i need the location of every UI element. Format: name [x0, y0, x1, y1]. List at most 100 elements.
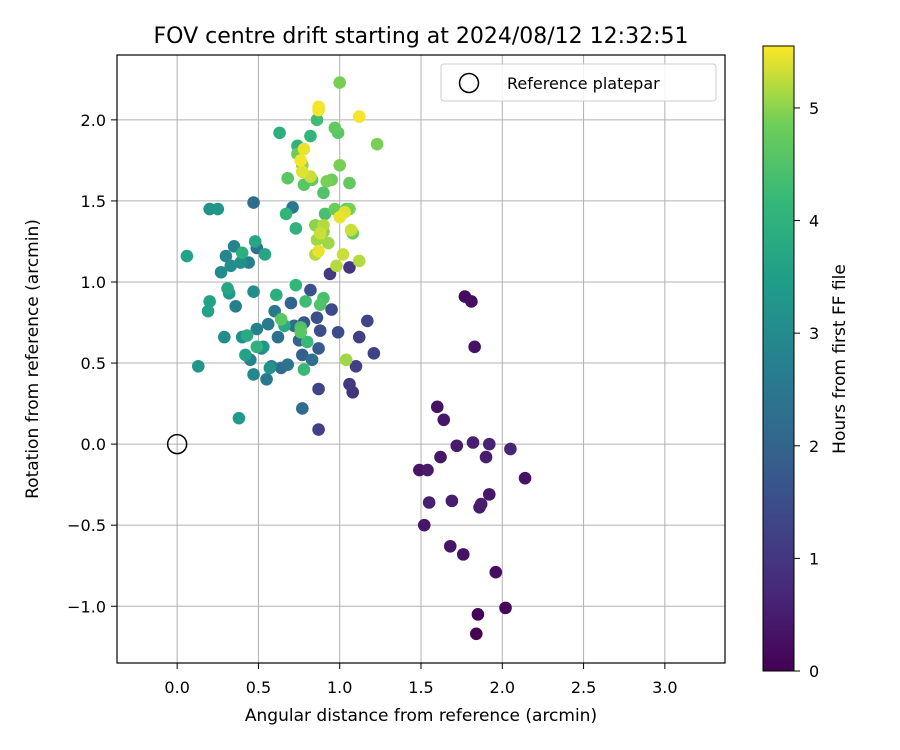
legend: Reference platepar [440, 63, 717, 102]
data-point [343, 176, 356, 190]
reference-platepar-marker [166, 433, 188, 455]
data-point [313, 227, 327, 240]
data-point [479, 450, 493, 464]
data-point [456, 548, 470, 561]
data-point [352, 330, 366, 344]
colorbar-ticks: 0 1 2 3 4 5 [794, 99, 819, 681]
data-point [343, 261, 356, 274]
data-point [443, 539, 457, 553]
data-point [325, 303, 338, 316]
data-point [336, 248, 350, 261]
data-point [312, 423, 325, 436]
colorbar-tick-label: 0 [809, 662, 819, 681]
data-point [504, 442, 517, 456]
data-point [499, 601, 512, 615]
data-point [518, 471, 532, 485]
data-point [445, 494, 459, 508]
y-tick-label: 2.0 [81, 111, 106, 130]
data-point [273, 126, 286, 140]
legend-label-reference-platepar: Reference platepar [507, 74, 660, 93]
data-point [333, 76, 347, 89]
legend-reference-marker [458, 72, 480, 94]
data-point [422, 496, 436, 509]
data-point [466, 436, 480, 449]
data-point [417, 518, 431, 532]
data-point [333, 158, 347, 172]
data-point [361, 314, 374, 328]
y-tick-label: 1.0 [81, 273, 106, 292]
colorbar-tick-label: 2 [809, 437, 819, 456]
data-point [261, 317, 275, 331]
data-point [271, 330, 285, 344]
legend-box [440, 63, 717, 102]
data-point [349, 359, 363, 373]
y-tick-label: 0.0 [81, 435, 106, 454]
x-tick-label: 2.0 [490, 678, 515, 697]
data-point [289, 222, 303, 235]
data-point [482, 488, 496, 501]
data-point [250, 322, 264, 336]
x-axis-ticks: 0.0 0.5 1.0 1.5 2.0 2.5 3.0 [164, 663, 678, 697]
data-point [344, 223, 358, 237]
colorbar: 0 1 2 3 4 5 Hours from first FF file [762, 45, 850, 681]
colorbar-tick-label: 4 [809, 212, 819, 231]
data-point [180, 249, 194, 263]
data-point [294, 325, 308, 339]
data-point [313, 298, 327, 311]
data-point [339, 353, 353, 367]
data-point [296, 165, 309, 179]
data-point [263, 361, 277, 375]
data-point [471, 608, 485, 621]
y-axis-label: Rotation from reference (arcmin) [23, 219, 43, 499]
data-point [489, 565, 503, 579]
data-point [247, 368, 260, 381]
data-point [289, 278, 303, 292]
data-point [421, 463, 434, 477]
data-point [260, 372, 273, 386]
data-point [312, 342, 325, 355]
data-point [318, 207, 332, 221]
data-point [320, 175, 334, 188]
data-point [434, 450, 447, 464]
data-point [322, 236, 335, 250]
data-point [191, 359, 205, 373]
data-point [299, 295, 312, 308]
data-point [279, 207, 293, 221]
data-point [304, 283, 317, 297]
data-point [317, 186, 330, 200]
data-point [284, 296, 298, 310]
data-point [297, 142, 311, 156]
data-point [310, 113, 324, 127]
data-point [250, 340, 264, 354]
data-point [239, 348, 252, 362]
data-point [281, 171, 294, 185]
x-tick-label: 1.5 [408, 678, 433, 697]
x-tick-label: 2.5 [571, 678, 596, 697]
data-point [211, 202, 225, 216]
chart-title: FOV centre drift starting at 2024/08/12 … [154, 24, 689, 49]
data-point [240, 329, 254, 342]
data-point [352, 254, 366, 268]
data-point [482, 437, 496, 451]
colorbar-label: Hours from first FF file [830, 264, 850, 454]
colorbar-tick-label: 1 [809, 549, 819, 568]
data-point [234, 256, 247, 269]
data-point [281, 358, 294, 371]
data-point [450, 439, 464, 453]
x-tick-label: 0.5 [246, 678, 271, 697]
data-point [232, 411, 246, 425]
data-point [330, 259, 343, 273]
data-point [333, 210, 347, 224]
data-point [328, 121, 342, 135]
data-point [367, 347, 381, 360]
data-point [274, 312, 288, 326]
data-point [474, 497, 488, 511]
x-tick-label: 3.0 [652, 678, 677, 697]
data-point [312, 382, 325, 396]
data-point [258, 248, 272, 261]
data-point [304, 129, 317, 143]
data-point [312, 244, 325, 258]
data-point [468, 340, 481, 354]
data-point [331, 325, 345, 339]
